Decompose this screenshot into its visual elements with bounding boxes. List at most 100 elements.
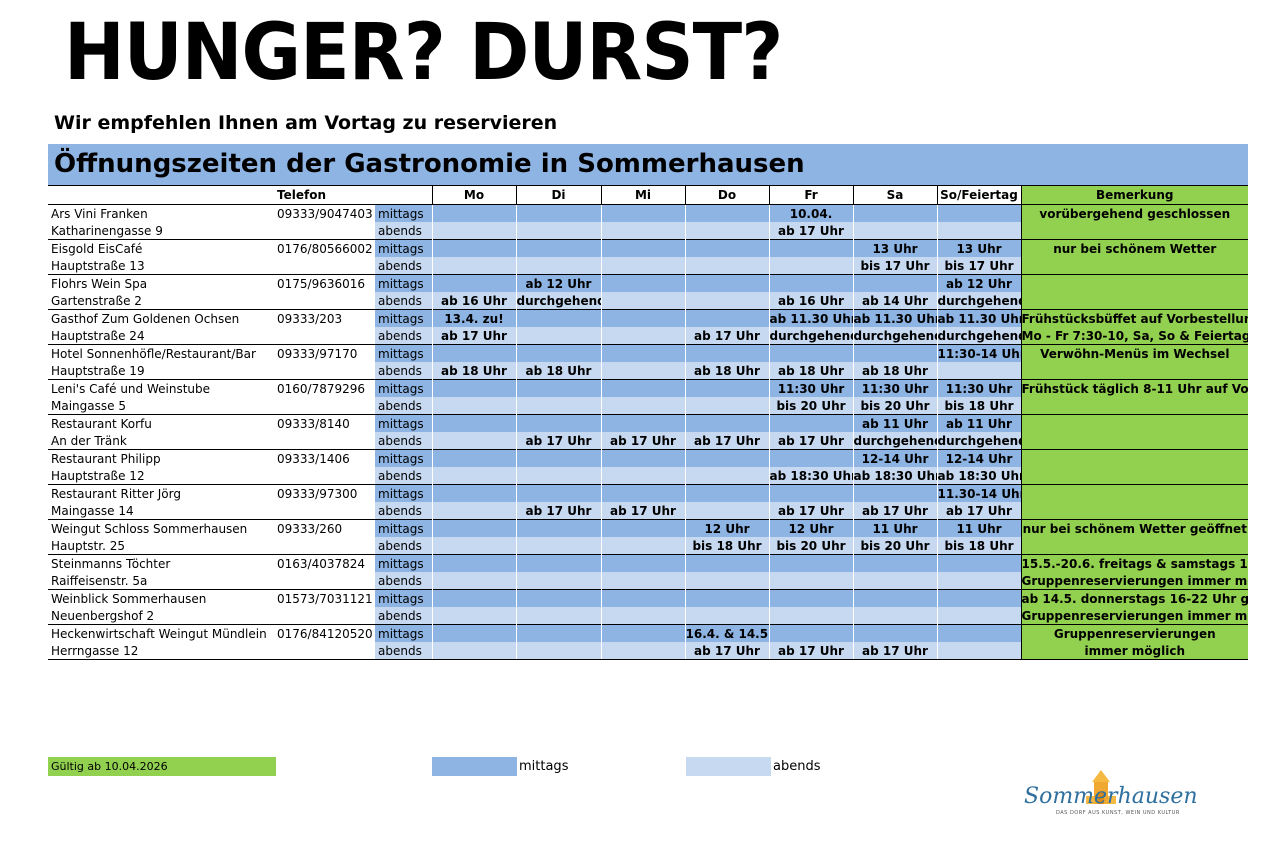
hours-cell <box>684 449 769 467</box>
slot-label-mittags: mittags <box>375 309 432 327</box>
hours-cell <box>431 607 516 625</box>
hours-cell <box>600 554 685 572</box>
legend-mittags-label: mittags <box>519 759 569 774</box>
hours-cell: 12 Uhr <box>768 519 853 537</box>
hours-cell: 12-14 Uhr <box>852 449 937 467</box>
page-subtitle: Wir empfehlen Ihnen am Vortag zu reservi… <box>54 112 558 134</box>
hours-cell: durchgehend <box>852 432 937 450</box>
hours-cell <box>515 519 601 537</box>
hours-cell <box>515 554 601 572</box>
hours-cell: ab 18 Uhr <box>431 362 516 380</box>
hours-cell: bis 20 Uhr <box>768 397 853 415</box>
remark-cell <box>1020 484 1248 502</box>
table-row: Neuenbergshof 2 abends Gruppenreservierung… <box>48 607 1248 625</box>
slot-label-abends: abends <box>375 502 432 520</box>
restaurant-address: Hauptstraße 19 <box>51 363 145 378</box>
slot-label-mittags: mittags <box>375 379 432 397</box>
hours-cell: 12 Uhr <box>684 519 769 537</box>
hours-cell: bis 20 Uhr <box>852 537 937 555</box>
hours-cell: bis 20 Uhr <box>852 397 937 415</box>
restaurant-phone: 09333/9047403 <box>275 204 375 222</box>
hours-cell <box>768 572 853 590</box>
page-title: HUNGER? DURST? <box>64 8 783 98</box>
hours-cell: ab 18:30 Uhr <box>936 467 1021 485</box>
sommerhausen-logo: Sommerhausen DAS DORF AUS KUNST, WEIN UN… <box>1020 770 1198 820</box>
restaurant-phone <box>275 642 375 660</box>
remark-cell: nur bei schönem Wetter <box>1020 239 1248 257</box>
hours-cell: ab 18 Uhr <box>684 362 769 380</box>
hours-cell: durchgehend <box>768 327 853 345</box>
hours-cell <box>515 607 601 625</box>
restaurant-name: Flohrs Wein Spa <box>48 274 275 292</box>
hours-cell <box>684 257 769 275</box>
hours-cell: ab 17 Uhr <box>515 432 601 450</box>
hours-cell <box>431 222 516 240</box>
hours-cell <box>768 344 853 362</box>
hours-cell <box>600 257 685 275</box>
slot-label-abends: abends <box>375 362 432 380</box>
header-name <box>48 185 275 205</box>
restaurant-phone: 09333/1406 <box>275 449 375 467</box>
hours-cell <box>431 449 516 467</box>
hours-cell: 13 Uhr <box>852 239 937 257</box>
hours-cell: durchgehend <box>936 432 1021 450</box>
restaurant-address: Neuenbergshof 2 <box>51 608 155 623</box>
hours-cell <box>600 572 685 590</box>
restaurant-address: Maingasse 14 <box>51 503 134 518</box>
hours-cell <box>684 572 769 590</box>
hours-cell <box>600 642 685 660</box>
header-day-fr: Fr <box>768 185 853 205</box>
table-row: Hauptstraße 19 abends ab 18 Uhr ab 18 Uhr ab… <box>48 362 1248 380</box>
slot-label-mittags: mittags <box>375 449 432 467</box>
remark-cell: Verwöhn-Menüs im Wechsel <box>1020 344 1248 362</box>
hours-cell <box>768 239 853 257</box>
hours-cell <box>600 222 685 240</box>
remark-cell: Frühstück täglich 8-11 Uhr auf Vorbestel… <box>1020 379 1248 397</box>
remark-cell: Frühstücksbüffet auf Vorbestellung <box>1020 309 1248 327</box>
hours-cell: bis 18 Uhr <box>684 537 769 555</box>
remark-cell: nur bei schönem Wetter geöffnet <box>1020 519 1248 537</box>
hours-cell <box>936 572 1021 590</box>
hours-cell: ab 18 Uhr <box>852 362 937 380</box>
hours-cell <box>852 589 937 607</box>
restaurant-phone: 09333/260 <box>275 519 375 537</box>
hours-cell <box>515 449 601 467</box>
hours-cell: durchgehend <box>852 327 937 345</box>
slot-label-mittags: mittags <box>375 344 432 362</box>
validity-badge: Gültig ab 10.04.2026 <box>48 757 276 776</box>
hours-cell: ab 11.30 Uhr <box>936 309 1021 327</box>
hours-cell <box>431 467 516 485</box>
slot-label-abends: abends <box>375 642 432 660</box>
restaurant-address: An der Tränk <box>51 433 127 448</box>
hours-cell <box>684 379 769 397</box>
hours-cell <box>852 344 937 362</box>
hours-cell <box>515 484 601 502</box>
restaurant-phone <box>275 607 375 625</box>
hours-cell <box>852 204 937 222</box>
header-day-mi: Mi <box>600 185 685 205</box>
restaurant-address: Hauptstraße 12 <box>51 468 145 483</box>
table-row: Weingut Schloss Sommerhausen 09333/260 mit… <box>48 519 1248 537</box>
hours-cell: ab 17 Uhr <box>852 502 937 520</box>
table-row: Herrngasse 12 abends ab 17 Uhr ab 17 Uhr ab … <box>48 642 1248 660</box>
hours-cell <box>515 204 601 222</box>
restaurant-address: Maingasse 5 <box>51 398 126 413</box>
restaurant-phone <box>275 327 375 345</box>
restaurant-address: Raiffeisenstr. 5a <box>51 573 148 588</box>
hours-cell <box>515 397 601 415</box>
hours-cell <box>515 379 601 397</box>
remark-cell: Mo - Fr 7:30-10, Sa, So & Feiertag von 8… <box>1020 327 1248 345</box>
hours-cell: 13.4. zu! <box>431 309 516 327</box>
hours-cell: ab 11 Uhr <box>936 414 1021 432</box>
hours-cell: ab 17 Uhr <box>600 432 685 450</box>
hours-cell <box>600 309 685 327</box>
logo-script: Sommerhausen <box>1024 784 1198 809</box>
slot-label-mittags: mittags <box>375 554 432 572</box>
hours-cell: bis 17 Uhr <box>852 257 937 275</box>
restaurant-phone: 0176/84120520 <box>275 624 375 642</box>
opening-hours-table: Telefon Mo Di Mi Do Fr Sa So/Feiertag Be… <box>48 185 1248 660</box>
hours-cell <box>515 572 601 590</box>
restaurant-name: Hotel Sonnenhöfle/Restaurant/Bar <box>48 344 275 362</box>
restaurant-address: Katharinengasse 9 <box>51 223 163 238</box>
remark-cell <box>1020 362 1248 380</box>
